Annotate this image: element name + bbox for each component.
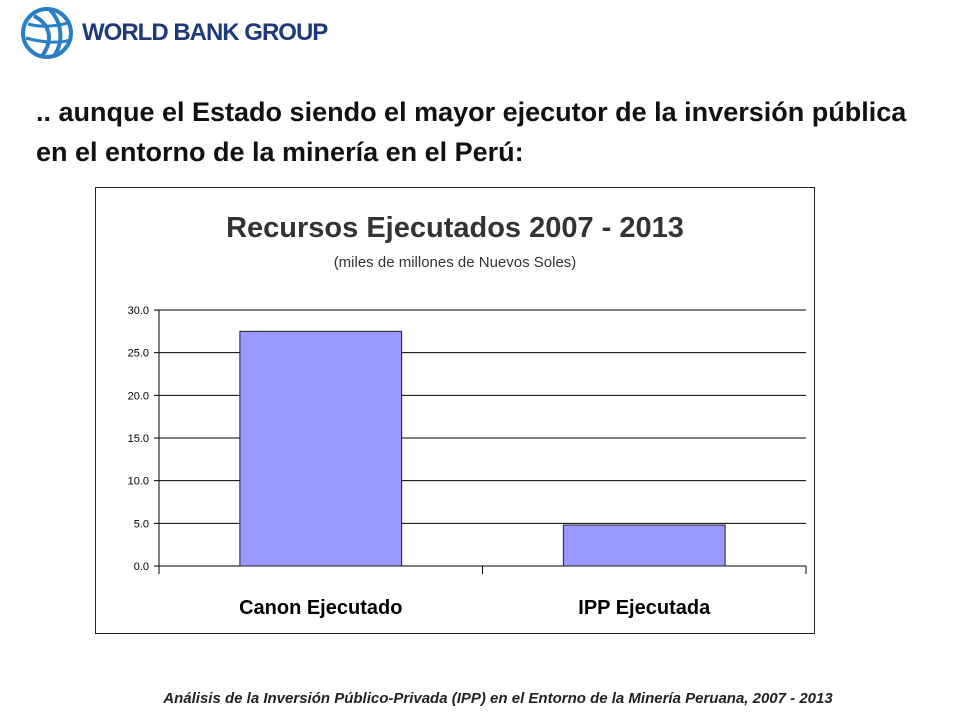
- chart-subtitle: (miles de millones de Nuevos Soles): [333, 254, 577, 271]
- x-category-label: Canon Ejecutado: [239, 597, 402, 619]
- x-category-label: IPP Ejecutada: [578, 597, 711, 619]
- y-tick-label: 20.0: [128, 390, 149, 402]
- chart-frame: Recursos Ejecutados 2007 - 2013 (miles d…: [95, 187, 815, 634]
- bar-1: [239, 330, 403, 567]
- chart-title: Recursos Ejecutados 2007 - 2013: [226, 212, 684, 244]
- globe-icon: [21, 7, 73, 59]
- y-tick-label: 0.0: [134, 561, 149, 573]
- y-tick-label: 10.0: [128, 476, 149, 488]
- bar-chart-plot: 0.0 5.0 10.0 15.0 20.0 25.0 30.0 Canon Ejecutad…: [128, 305, 807, 619]
- world-bank-logo: WORLD BANK GROUP: [18, 2, 328, 66]
- bar-2: [562, 524, 726, 567]
- footer-caption: Análisis de la Inversión Público-Privada…: [163, 690, 833, 707]
- headline: .. aunque el Estado siendo el mayor ejec…: [36, 97, 907, 167]
- y-tick-label: 25.0: [128, 348, 149, 360]
- logo-text: WORLD BANK GROUP: [82, 19, 328, 46]
- y-tick-label: 30.0: [128, 305, 149, 317]
- y-tick-label: 15.0: [128, 433, 149, 445]
- y-tick-label: 5.0: [134, 518, 149, 530]
